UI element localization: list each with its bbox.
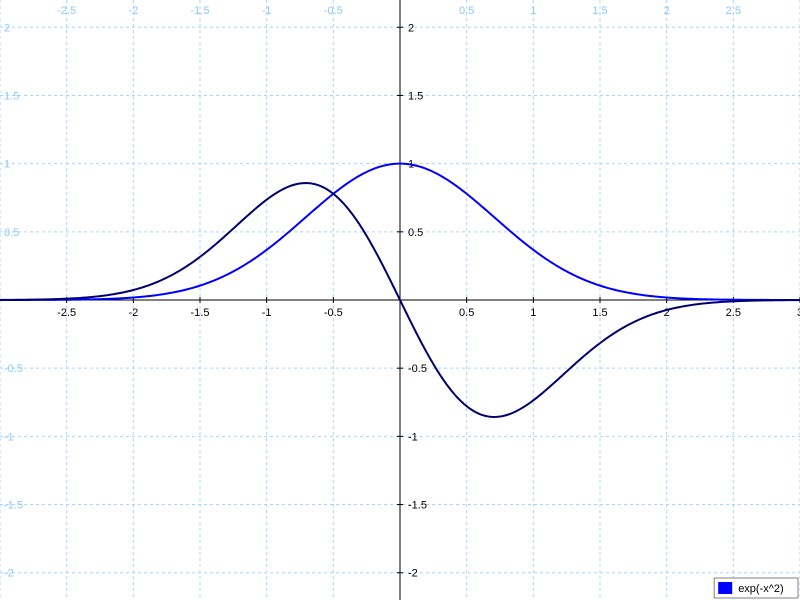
y-tick-label-left: 1	[4, 159, 10, 171]
x-tick-label: 1	[530, 307, 536, 319]
x-tick-label: -0.5	[324, 307, 343, 319]
x-tick-label-top: -1.5	[191, 5, 210, 17]
y-tick-label-left: -1	[4, 431, 14, 443]
y-tick-label: 2	[408, 22, 414, 34]
x-tick-label-top: 2.5	[726, 5, 741, 17]
legend: exp(-x^2)	[714, 578, 798, 598]
x-tick-label-top: 0.5	[459, 5, 474, 17]
y-tick-labels-left: -2 -1.5 -1 -0.5 0.5 1 1.5 2	[4, 22, 23, 579]
x-tick-labels-top: -2.5 -2 -1.5 -1 -0.5 0.5 1 1.5 2 2.5	[57, 5, 741, 17]
y-tick-label-left: -1.5	[4, 500, 23, 512]
x-tick-label-top: 2	[664, 5, 670, 17]
x-tick-label: 1.5	[592, 307, 607, 319]
y-tick-label-left: 1.5	[4, 90, 19, 102]
y-tick-label-left: -0.5	[4, 363, 23, 375]
x-tick-label: 2.5	[726, 307, 741, 319]
x-tick-label: 0.5	[459, 307, 474, 319]
legend-swatch	[718, 582, 732, 594]
x-tick-label-top: -2.5	[57, 5, 76, 17]
y-tick-label-left: -2	[4, 568, 14, 580]
y-tick-label: -0.5	[408, 363, 427, 375]
x-tick-label-top: -0.5	[324, 5, 343, 17]
y-tick-label: -1.5	[408, 500, 427, 512]
x-tick-label: -2.5	[57, 307, 76, 319]
y-tick-label: -2	[408, 568, 418, 580]
y-tick-label: 1.5	[408, 90, 423, 102]
function-plot: -2.5-2-1.5-1-0.50.511.522.53 -2-1.5-1-0.…	[0, 0, 800, 600]
x-tick-label-top: 1	[530, 5, 536, 17]
x-tick-labels: -2.5-2-1.5-1-0.50.511.522.53	[57, 307, 800, 319]
y-tick-label-left: 0.5	[4, 227, 19, 239]
y-tick-label-left: 2	[4, 22, 10, 34]
x-tick-label: -1	[262, 307, 272, 319]
x-tick-label-top: 1.5	[592, 5, 607, 17]
x-tick-label: -1.5	[191, 307, 210, 319]
legend-label: exp(-x^2)	[738, 583, 784, 595]
x-tick-label-top: -1	[262, 5, 272, 17]
x-tick-label-top: -2	[128, 5, 138, 17]
y-tick-label: 0.5	[408, 227, 423, 239]
y-tick-labels-right: -2-1.5-1-0.50.511.52	[408, 22, 427, 579]
x-tick-label: -2	[128, 307, 138, 319]
y-tick-label: -1	[408, 431, 418, 443]
